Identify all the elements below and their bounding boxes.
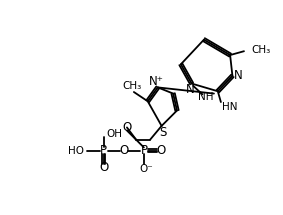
Text: O: O — [122, 121, 132, 134]
Text: NH: NH — [198, 92, 213, 102]
Text: S: S — [159, 126, 167, 139]
Text: HN: HN — [222, 102, 237, 112]
Text: O⁻: O⁻ — [139, 164, 153, 174]
Text: O: O — [119, 144, 128, 157]
Text: N: N — [233, 69, 242, 82]
Text: N⁺: N⁺ — [149, 75, 164, 88]
Text: CH₃: CH₃ — [252, 45, 271, 55]
Text: HO: HO — [68, 146, 84, 155]
Text: OH: OH — [106, 129, 122, 139]
Text: CH₃: CH₃ — [123, 81, 142, 91]
Text: N: N — [186, 83, 194, 96]
Text: P: P — [100, 144, 107, 157]
Text: O: O — [156, 144, 166, 157]
Text: P: P — [140, 144, 147, 157]
Text: O: O — [99, 161, 108, 174]
